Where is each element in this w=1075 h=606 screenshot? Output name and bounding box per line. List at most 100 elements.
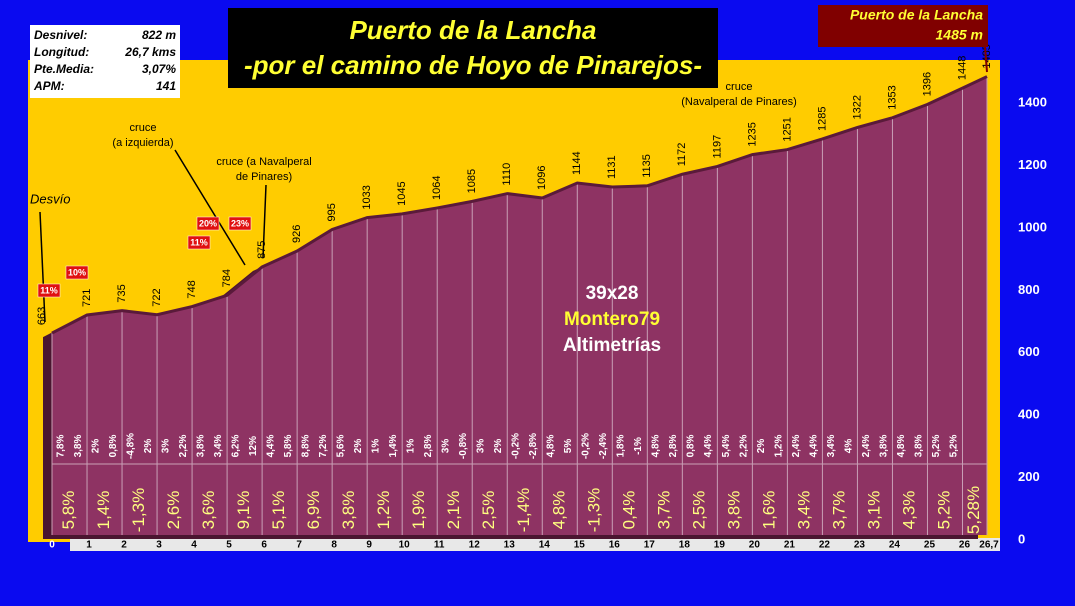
half-km-gradient: 5,6% [336, 434, 347, 457]
x-tick-label: 6 [261, 540, 267, 551]
annotation: Desvío [30, 191, 70, 206]
y-tick-label: 1200 [1018, 157, 1047, 172]
half-km-gradient: -2,8% [528, 433, 539, 459]
elevation-label: 722 [151, 288, 163, 306]
annotation: de Pinares) [236, 171, 292, 183]
y-tick-label: 1000 [1018, 219, 1047, 234]
steep-tag-box [228, 216, 252, 231]
half-km-gradient: 4% [843, 439, 854, 454]
summit-elevation: 1485 m [936, 27, 983, 43]
x-tick-label: 1 [86, 540, 92, 551]
x-tick-label: 10 [399, 540, 411, 551]
plot: 663 721 735 722 748 784 875 926 995 1033 1045 1064 1… [36, 44, 993, 540]
x-tick-label: 4 [191, 540, 197, 551]
elevation-label: 1135 [641, 154, 653, 178]
watermark: Altimetrías [563, 335, 661, 356]
km-gradient: 3,8% [724, 491, 743, 530]
elevation-label: 875 [256, 241, 268, 259]
half-km-gradient: 3,4% [826, 434, 837, 457]
annotation-pointer [262, 184, 267, 259]
annotation-pointer [39, 211, 46, 323]
half-km-gradient: 0,8% [686, 434, 697, 457]
km-gradient: 2,5% [689, 491, 708, 530]
km-gradient: 1,9% [409, 491, 428, 530]
elevation-label: 995 [326, 203, 338, 221]
steep-tag: 23% [231, 218, 249, 228]
x-tick-label: 8 [331, 540, 337, 551]
watermark: Montero79 [564, 309, 660, 330]
half-km-gradient: 1,8% [616, 434, 627, 457]
km-gradient: 5,28% [964, 486, 983, 534]
km-gradient: 1,4% [94, 491, 113, 530]
annotation: cruce (a Navalperal [216, 156, 311, 168]
half-km-gradient: 8,8% [301, 434, 312, 457]
km-gradient: 3,4% [794, 491, 813, 530]
elevation-label: 721 [81, 289, 93, 307]
km-gradient: 2,6% [164, 491, 183, 530]
half-km-gradient: 2% [493, 439, 504, 454]
km-gradient: 2,5% [479, 491, 498, 530]
elevation-label: 735 [116, 284, 128, 302]
elevation-label: 1448 [956, 56, 968, 80]
km-gradient: -1,3% [129, 488, 148, 532]
half-km-gradient: 0,8% [108, 434, 119, 457]
x-tick-label: 20 [749, 540, 761, 551]
elevation-label: 784 [221, 269, 233, 287]
half-km-gradient: 1% [406, 439, 417, 454]
km-gradient: 1,2% [374, 491, 393, 530]
half-km-gradient: -0,2% [581, 433, 592, 459]
elevation-label: 1131 [606, 155, 618, 179]
profile-edge [51, 75, 988, 335]
elevation-label: 1064 [431, 175, 443, 199]
half-km-gradient: 3,8% [195, 434, 206, 457]
x-tick-label: 0 [49, 540, 55, 551]
elevation-label: 748 [186, 280, 198, 298]
elevation-label: 1322 [851, 95, 863, 119]
half-km-gradient: 2% [143, 439, 154, 454]
x-tick-label: 25 [924, 540, 936, 551]
stat-label: Longitud: [34, 45, 89, 59]
half-km-gradient: 4,4% [703, 434, 714, 457]
x-tick-label: 16 [609, 540, 621, 551]
half-km-gradient: 3% [160, 439, 171, 454]
y-tick-label: 1400 [1018, 95, 1047, 110]
half-km-gradient: 3,8% [73, 434, 84, 457]
half-km-gradient: 7,2% [318, 434, 329, 457]
half-km-gradient: -4,8% [125, 433, 136, 459]
half-km-gradient: 7,8% [55, 434, 66, 457]
x-axis-strip [70, 538, 1000, 551]
km-gradient: 9,1% [234, 491, 253, 530]
km-gradient: 3,7% [654, 491, 673, 530]
elevation-label: 1251 [781, 117, 793, 141]
stat-value: 26,7 kms [124, 45, 176, 59]
half-km-gradient: 5,2% [948, 434, 959, 457]
x-tick-label: 26 [959, 540, 971, 551]
half-km-gradient: -0,2% [511, 433, 522, 459]
stat-value: 3,07% [142, 62, 176, 76]
half-km-gradient: 6,2% [230, 434, 241, 457]
steep-tag-box [187, 235, 211, 250]
elevation-label: 1485 [981, 44, 993, 68]
elevation-label: 1110 [501, 163, 513, 186]
km-gradient: 3,8% [339, 491, 358, 530]
half-km-gradient: 2,8% [423, 434, 434, 457]
chart-subtitle: -por el camino de Hoyo de Pinarejos- [244, 50, 702, 80]
half-km-gradient: 2,2% [178, 434, 189, 457]
stats-box [30, 25, 180, 98]
x-tick-label: 22 [819, 540, 831, 551]
km-gradient: 2,1% [444, 491, 463, 530]
half-km-gradient: 1% [371, 439, 382, 454]
half-km-gradient: 1,4% [388, 434, 399, 457]
half-km-gradient: 5,8% [283, 434, 294, 457]
elevation-label: 1353 [886, 85, 898, 109]
half-km-gradient: -1% [633, 437, 644, 455]
km-gradient: 3,1% [864, 491, 883, 530]
half-km-gradient: 4,8% [651, 434, 662, 457]
x-tick-label: 15 [574, 540, 586, 551]
half-km-gradient: 4,8% [896, 434, 907, 457]
half-km-gradient: 12% [248, 436, 259, 456]
stat-label: Desnivel: [34, 28, 87, 42]
x-tick-label: 12 [469, 540, 481, 551]
x-tick-label: 9 [366, 540, 372, 551]
